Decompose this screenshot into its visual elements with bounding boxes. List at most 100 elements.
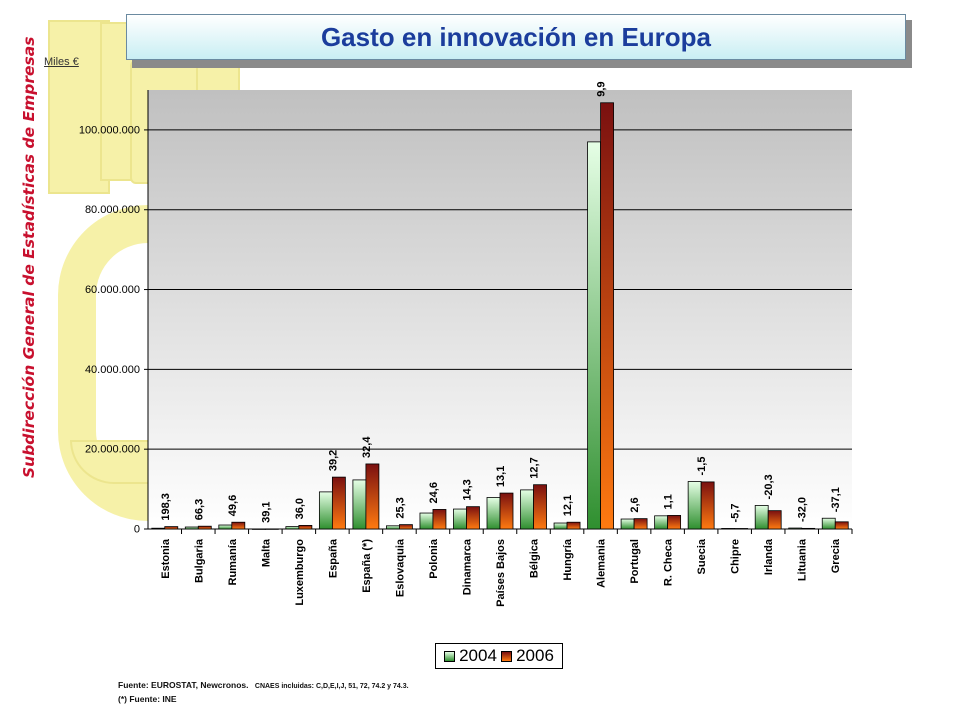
bar-2004 (687, 481, 702, 530)
data-label: -5,7 (730, 503, 742, 522)
bar-2004 (587, 141, 601, 530)
bar-2006 (298, 525, 313, 530)
category-label: Malta (260, 538, 272, 567)
category-label: R. Checa (663, 538, 675, 586)
data-label: 36,0 (294, 498, 306, 519)
y-tick-label: 80.000.000 (85, 204, 140, 216)
legend-item-2004: 2004 (444, 646, 497, 666)
bar-2006 (767, 510, 782, 530)
bar-2004 (788, 527, 803, 530)
data-label: 66,3 (193, 499, 205, 520)
bar-2004 (184, 526, 199, 530)
data-label: -37,1 (830, 487, 842, 512)
bar-2004 (318, 491, 333, 530)
data-label: 9,9 (596, 81, 608, 96)
bar-2006 (667, 515, 682, 530)
bar-2006 (700, 481, 715, 530)
bar-2006 (600, 102, 614, 530)
bar-2006 (566, 521, 581, 530)
data-label: 1,1 (663, 494, 675, 509)
data-label: 12,1 (562, 495, 574, 516)
category-label: Hungría (562, 538, 574, 580)
category-label: Irlanda (763, 538, 775, 575)
bar-2006 (264, 528, 279, 530)
bar-2006 (399, 524, 413, 530)
y-tick-label: 60.000.000 (85, 284, 140, 296)
category-label: Bulgaria (193, 538, 205, 583)
bar-2006 (432, 509, 447, 530)
data-label: 32,4 (361, 436, 373, 458)
bar-2004 (386, 525, 400, 530)
data-label: 13,1 (495, 466, 507, 487)
bar-2004 (352, 479, 367, 530)
bar-2004 (151, 527, 166, 530)
chart-legend: 2004 2006 (435, 643, 563, 669)
unit-label: Miles € (44, 56, 79, 68)
data-label: 198,3 (160, 493, 172, 521)
legend-label-2004: 2004 (459, 646, 497, 665)
y-tick-label: 100.000.000 (79, 124, 140, 136)
data-label: 14,3 (461, 479, 473, 500)
bar-2006 (734, 528, 749, 530)
data-label: -20,3 (763, 474, 775, 499)
data-label: -1,5 (696, 457, 708, 476)
bar-2004 (285, 526, 300, 530)
category-label: Dinamarca (461, 538, 473, 595)
category-label: Alemania (596, 538, 608, 588)
category-label: España (327, 538, 339, 578)
data-label: 49,6 (227, 495, 239, 516)
bar-2006 (231, 521, 246, 530)
category-label: Grecia (830, 538, 842, 573)
bar-2004 (218, 524, 233, 530)
category-label: Países Bajos (495, 539, 507, 607)
bar-2004 (721, 528, 736, 530)
bar-2006 (834, 521, 849, 530)
data-label: 24,6 (428, 482, 440, 503)
bar-2006 (499, 492, 514, 530)
bar-2004 (251, 528, 266, 530)
y-tick-label: 0 (134, 524, 140, 536)
bar-2004 (654, 515, 669, 530)
category-label: Eslovaquia (394, 538, 406, 597)
category-label: Portugal (629, 539, 641, 584)
category-label: Lituania (797, 538, 809, 581)
bar-2004 (520, 489, 534, 530)
data-label: 39,1 (260, 501, 272, 522)
bar-2006 (164, 526, 179, 530)
bar-2006 (533, 484, 547, 530)
plot-area (148, 90, 852, 529)
legend-item-2006: 2006 (501, 646, 554, 666)
y-tick-label: 40.000.000 (85, 364, 140, 376)
category-label: Luxemburgo (294, 539, 306, 606)
data-label: 25,3 (394, 497, 406, 518)
source-text: Fuente: EUROSTAT, Newcronos. (118, 680, 249, 690)
category-label: España (*) (361, 539, 373, 593)
category-label: Chipre (730, 539, 742, 574)
bar-2004 (553, 522, 568, 530)
data-label: 2,6 (629, 497, 641, 512)
source-note: CNAES incluidas: C,D,E,I,J, 51, 72, 74.2… (254, 683, 409, 690)
bar-2006 (466, 506, 480, 530)
data-label: -32,0 (797, 497, 809, 522)
bar-2006 (197, 525, 212, 530)
bar-2004 (486, 497, 501, 530)
bar-2004 (620, 518, 635, 530)
category-label: Estonia (160, 538, 172, 579)
category-label: Suecia (696, 538, 708, 574)
bar-2006 (633, 518, 648, 530)
y-tick-label: 20.000.000 (85, 444, 140, 456)
category-label: Bélgica (529, 538, 541, 578)
bar-2004 (453, 508, 467, 530)
category-label: Rumanía (227, 538, 239, 585)
category-label: Polonia (428, 538, 440, 579)
bar-2006 (801, 527, 816, 530)
bar-2004 (821, 517, 836, 530)
source-line-2: (*) Fuente: INE (118, 694, 177, 704)
data-label: 12,7 (529, 457, 541, 478)
legend-label-2006: 2006 (516, 646, 554, 665)
source-line-1: Fuente: EUROSTAT, Newcronos. CNAES inclu… (118, 680, 409, 690)
legend-swatch-2006 (501, 650, 513, 662)
legend-swatch-2004 (444, 650, 456, 662)
data-label: 39,2 (327, 450, 339, 471)
